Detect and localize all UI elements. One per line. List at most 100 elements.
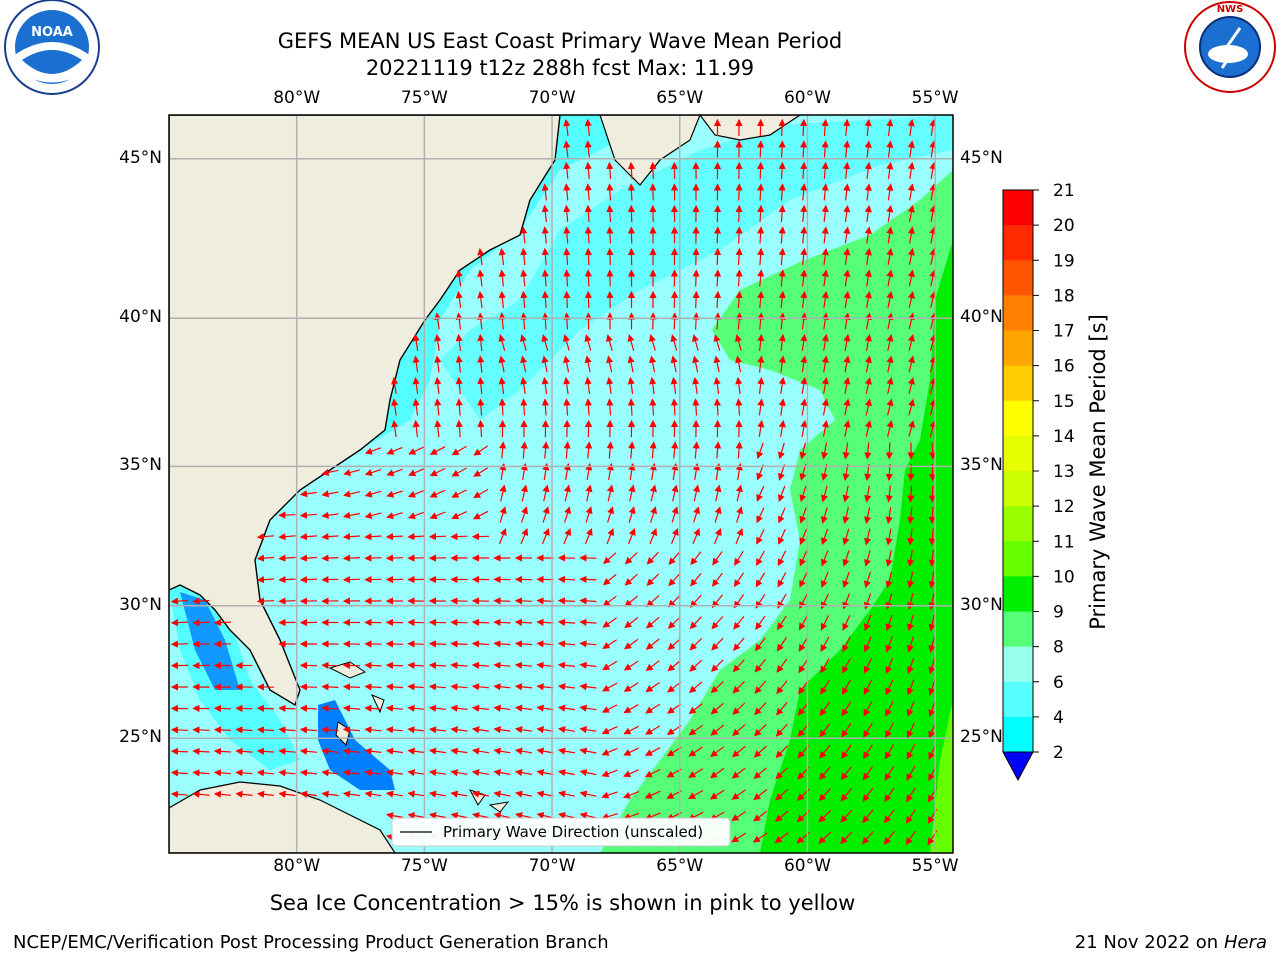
svg-text:NWS: NWS <box>1217 4 1244 15</box>
wave-arrow <box>688 724 703 736</box>
wave-arrow <box>477 312 485 330</box>
wave-arrow <box>800 161 808 180</box>
colorbar-swatch <box>1003 260 1033 296</box>
wave-arrow <box>558 769 575 777</box>
wave-arrow <box>385 554 404 562</box>
wave-arrow <box>929 291 937 308</box>
wave-arrow <box>819 744 831 759</box>
wave-arrow <box>434 312 442 330</box>
wave-arrow <box>713 398 721 416</box>
wave-arrow <box>557 575 576 584</box>
wave-arrow <box>428 747 446 755</box>
wave-arrow <box>885 614 893 632</box>
wave-arrow <box>520 527 529 545</box>
wave-arrow <box>256 576 275 584</box>
wave-arrow <box>821 140 829 158</box>
wave-arrow <box>471 769 489 777</box>
wave-arrow <box>299 554 318 562</box>
wave-arrow <box>520 226 528 244</box>
wave-arrow <box>692 398 700 416</box>
wave-arrow <box>385 769 403 777</box>
wave-arrow <box>455 419 463 438</box>
wave-arrow <box>627 355 635 373</box>
wave-arrow <box>778 290 786 309</box>
wave-arrow <box>843 204 851 222</box>
wave-arrow <box>668 573 681 587</box>
wave-arrow <box>493 661 511 669</box>
colorbar-tick-label: 6 <box>1053 673 1064 693</box>
wave-arrow <box>928 700 936 718</box>
wave-arrow <box>607 506 615 523</box>
wave-arrow <box>455 269 463 287</box>
wave-arrow <box>455 355 463 373</box>
map-frame <box>168 114 954 854</box>
wave-arrow <box>778 333 786 351</box>
wave-arrow <box>907 528 915 546</box>
wave-arrow <box>585 506 593 523</box>
wave-arrow <box>906 744 916 760</box>
wave-arrow <box>907 161 915 179</box>
wave-arrow <box>342 726 361 734</box>
wave-arrow <box>557 683 575 691</box>
wave-arrow <box>477 290 485 308</box>
wave-arrow <box>579 790 597 798</box>
wave-arrow <box>689 594 702 608</box>
wave-arrow <box>429 489 446 498</box>
wave-arrow <box>278 554 296 562</box>
wave-arrow <box>342 683 361 691</box>
wave-arrow <box>564 506 572 523</box>
wave-arrow <box>364 490 382 498</box>
wave-arrow <box>563 247 571 266</box>
wave-arrow <box>862 809 874 824</box>
wave-arrow <box>906 614 914 632</box>
wave-arrow <box>455 290 463 308</box>
wave-arrow <box>391 376 399 394</box>
wave-arrow <box>299 747 318 755</box>
wave-arrow <box>386 512 403 520</box>
wave-arrow <box>493 597 511 605</box>
colorbar-swatch <box>1003 681 1033 718</box>
wave-arrow <box>776 637 787 652</box>
wave-arrow <box>929 118 937 136</box>
wave-arrow <box>601 726 618 735</box>
wave-arrow <box>756 507 765 524</box>
wave-arrow <box>670 355 678 373</box>
wave-arrow <box>455 333 463 351</box>
wave-arrow <box>563 226 571 244</box>
wave-arrow <box>579 597 597 605</box>
wave-arrow <box>731 789 746 800</box>
wave-arrow <box>278 533 296 541</box>
wave-arrow <box>929 377 937 394</box>
wave-arrow <box>907 312 915 330</box>
wave-arrow <box>627 398 635 416</box>
map-area <box>169 115 953 853</box>
wave-arrow <box>757 398 765 416</box>
wave-arrow <box>667 616 681 629</box>
wave-arrow <box>908 420 915 437</box>
wave-arrow <box>755 615 766 630</box>
wave-arrow <box>364 769 382 777</box>
wave-arrow <box>670 334 678 351</box>
wave-arrow <box>493 769 511 777</box>
wave-arrow <box>536 640 554 648</box>
wave-arrow <box>735 204 743 223</box>
wave-arrow <box>821 161 829 180</box>
wave-arrow <box>843 247 851 265</box>
wave-arrow <box>731 832 747 843</box>
wave-arrow <box>451 489 467 498</box>
wave-arrow <box>735 398 743 416</box>
wave-arrow <box>520 312 528 330</box>
wave-arrow <box>646 573 660 586</box>
wave-arrow <box>714 290 722 309</box>
wave-arrow <box>798 615 809 631</box>
wave-arrow <box>757 183 765 201</box>
wave-arrow <box>386 490 403 498</box>
wave-arrow <box>342 575 361 584</box>
wave-arrow <box>584 527 593 545</box>
wave-arrow <box>886 204 894 222</box>
wave-arrow <box>498 376 506 394</box>
wave-arrow <box>754 658 767 673</box>
wave-arrow <box>557 640 576 648</box>
wave-arrow <box>688 681 703 693</box>
lat-tick-label-left: 25°N <box>119 727 162 748</box>
